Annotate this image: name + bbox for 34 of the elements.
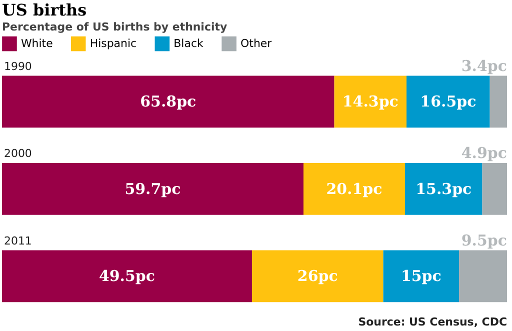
data-label: 49.5pc — [98, 267, 156, 286]
data-label: 59.7pc — [124, 180, 181, 198]
data-label: 16.5pc — [420, 92, 476, 111]
bar — [2, 250, 252, 302]
bar — [406, 76, 490, 128]
bar — [482, 163, 508, 215]
bar — [383, 250, 460, 302]
y-tick-label: 2011 — [4, 234, 32, 248]
bar — [2, 163, 304, 215]
data-label: 26pc — [297, 267, 338, 286]
bar — [404, 163, 482, 215]
y-tick-label: 1990 — [4, 60, 32, 73]
data-label: 15pc — [400, 267, 442, 286]
text: Percentage of US births by ethnicity — [2, 20, 228, 34]
data-label: 20.1pc — [326, 180, 382, 198]
legend-label: White — [20, 36, 54, 50]
y-tick-label: 2000 — [4, 147, 32, 160]
legend-label: Other — [240, 36, 272, 50]
annotation: Source: US Census, CDC — [358, 316, 508, 329]
data-label: 65.8pc — [140, 92, 196, 111]
bar — [334, 76, 407, 128]
bar — [252, 250, 384, 302]
legend-label: Hispanic — [90, 36, 137, 50]
bar — [2, 76, 334, 128]
data-label: 9.5pc — [461, 231, 508, 250]
data-label: 3.4pc — [461, 56, 508, 75]
data-label: 4.9pc — [461, 144, 508, 162]
bar — [459, 250, 508, 302]
bar — [303, 163, 405, 215]
bar — [490, 76, 508, 128]
data-label: 15.3pc — [416, 180, 472, 198]
data-label: 14.3pc — [342, 92, 398, 111]
chart-title: US births — [2, 0, 87, 20]
legend-label: Black — [174, 36, 204, 50]
